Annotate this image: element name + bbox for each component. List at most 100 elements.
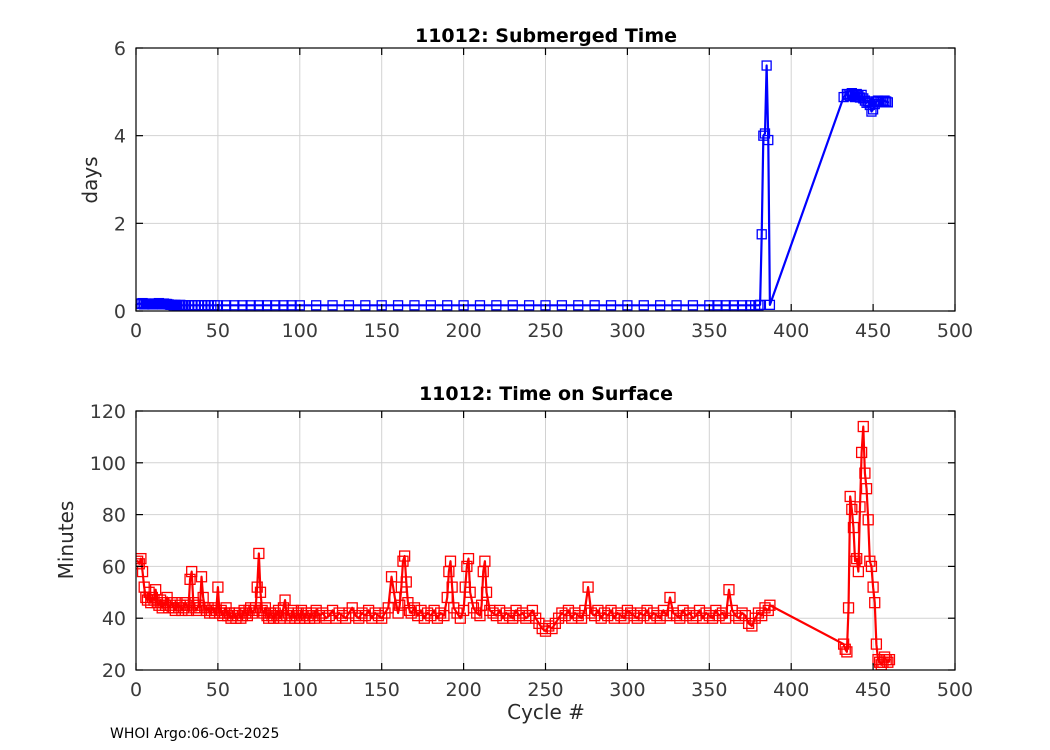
data-point-marker: [446, 581, 458, 593]
bottom-data-series: [136, 420, 896, 670]
data-point-marker: [851, 552, 863, 565]
data-point-marker: [392, 300, 404, 311]
data-point-marker: [761, 60, 772, 71]
data-point-marker: [491, 300, 502, 311]
x-tick-label: 200: [445, 320, 481, 342]
x-tick-label: 150: [364, 679, 400, 701]
data-point-marker: [870, 638, 883, 650]
data-point-marker: [842, 602, 855, 614]
data-point-marker: [764, 599, 776, 611]
data-point-marker: [408, 602, 421, 614]
bottom-chart-title: 11012: Time on Surface: [419, 383, 673, 405]
data-point-marker: [746, 620, 758, 632]
data-point-marker: [480, 586, 493, 598]
x-tick-label: 50: [206, 679, 230, 701]
data-point-marker: [392, 607, 404, 619]
data-point-marker: [582, 581, 594, 593]
data-point-marker: [444, 555, 457, 567]
data-point-marker: [336, 609, 349, 622]
data-point-marker: [859, 467, 871, 479]
y-tick-label: 20: [102, 660, 126, 682]
bottom-tick-marks: [135, 410, 956, 671]
data-point-marker: [136, 552, 147, 565]
x-tick-label: 450: [855, 320, 891, 342]
data-point-marker: [713, 609, 725, 622]
x-tick-label: 200: [445, 679, 481, 701]
data-point-marker: [278, 300, 289, 311]
data-point-marker: [526, 604, 539, 617]
data-point-marker: [860, 483, 873, 495]
x-tick-label: 300: [609, 679, 645, 701]
bottom-y-axis-label: Minutes: [54, 501, 78, 580]
data-point-marker: [754, 299, 766, 311]
top-chart-title: 11012: Submerged Time: [415, 25, 677, 47]
data-point-marker: [229, 300, 240, 311]
data-point-marker: [764, 299, 776, 311]
data-point-marker: [464, 586, 476, 598]
data-point-marker: [723, 584, 735, 596]
data-point-marker: [867, 581, 879, 593]
data-point-marker: [879, 95, 890, 106]
data-point-marker: [254, 586, 267, 598]
x-tick-label: 100: [282, 679, 318, 701]
data-point-marker: [664, 591, 676, 604]
data-point-marker: [556, 300, 568, 311]
data-point-marker: [442, 300, 453, 311]
data-point-marker: [654, 612, 666, 624]
data-point-marker: [245, 300, 256, 311]
data-point-marker: [523, 300, 535, 311]
y-tick-label: 60: [102, 556, 126, 578]
y-tick-label: 80: [102, 505, 126, 527]
data-point-marker: [841, 646, 853, 658]
data-point-marker: [343, 300, 355, 311]
x-tick-label: 100: [282, 320, 318, 342]
data-point-marker: [854, 501, 866, 513]
data-point-marker: [270, 300, 281, 311]
x-tick-label: 250: [527, 320, 563, 342]
data-point-marker: [573, 300, 584, 311]
data-point-marker: [438, 609, 450, 622]
data-point-marker: [736, 607, 748, 619]
data-point-marker: [479, 555, 491, 567]
x-tick-label: 500: [937, 679, 973, 701]
data-point-marker: [409, 300, 420, 311]
data-point-marker: [857, 420, 869, 433]
y-tick-label: 120: [90, 401, 126, 423]
x-tick-label: 150: [364, 320, 400, 342]
data-point-marker: [435, 607, 447, 619]
data-point-marker: [846, 503, 858, 516]
data-point-marker: [839, 643, 851, 655]
data-point-marker: [883, 653, 896, 666]
data-point-marker: [360, 300, 371, 311]
top-ytick-labels: 0 2 4 6: [114, 38, 126, 323]
data-point-marker: [507, 300, 518, 311]
x-tick-label: 300: [609, 320, 645, 342]
figure-footer: WHOI Argo:06-Oct-2025: [110, 726, 279, 742]
data-point-marker: [720, 300, 731, 311]
top-data-series: [136, 60, 893, 311]
data-point-marker: [638, 300, 649, 311]
x-tick-label: 400: [773, 679, 809, 701]
y-tick-label: 100: [90, 453, 126, 475]
data-point-marker: [286, 300, 297, 311]
x-tick-label: 50: [206, 320, 230, 342]
data-point-marker: [756, 229, 767, 240]
data-point-marker: [869, 597, 881, 609]
y-tick-label: 2: [114, 213, 126, 235]
data-point-marker: [881, 96, 892, 107]
data-point-marker: [736, 300, 748, 311]
data-point-marker: [866, 106, 877, 117]
data-point-marker: [400, 576, 412, 588]
data-point-marker: [184, 573, 196, 585]
data-point-marker: [372, 609, 385, 622]
data-point-marker: [671, 300, 682, 311]
top-y-axis-label: days: [78, 156, 102, 203]
data-point-marker: [847, 521, 860, 534]
y-tick-label: 4: [114, 126, 126, 148]
data-point-marker: [385, 571, 398, 583]
data-point-marker: [461, 560, 473, 573]
data-point-marker: [212, 581, 224, 593]
data-point-marker: [220, 300, 232, 311]
y-tick-label: 40: [102, 608, 126, 630]
